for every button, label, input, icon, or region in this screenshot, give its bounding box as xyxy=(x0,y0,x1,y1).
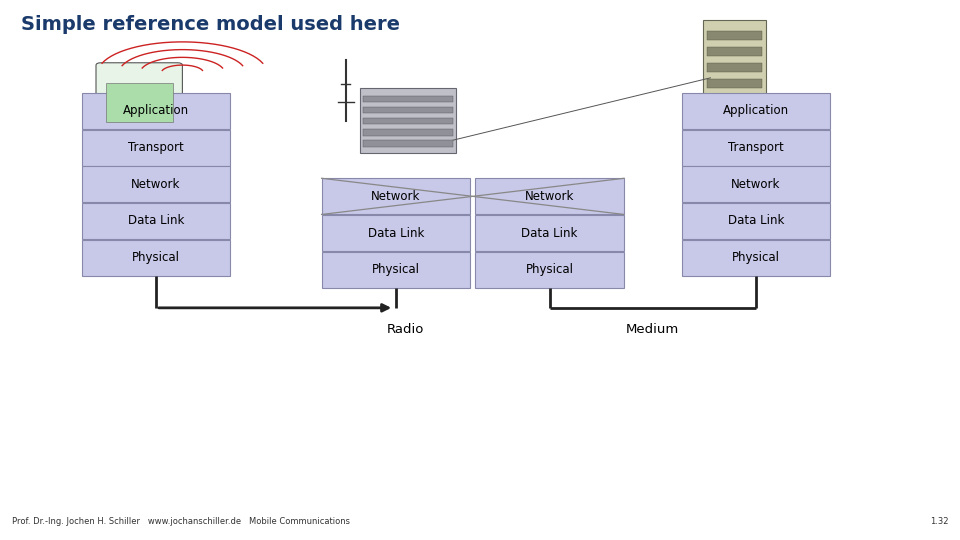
Bar xyxy=(82,166,230,202)
Text: Data Link: Data Link xyxy=(521,226,578,240)
Bar xyxy=(682,93,830,129)
Text: Physical: Physical xyxy=(526,263,574,276)
Bar xyxy=(682,203,830,239)
Text: Network: Network xyxy=(732,178,780,191)
Text: Application: Application xyxy=(123,104,189,118)
Bar xyxy=(363,118,453,124)
Bar xyxy=(82,93,230,129)
Text: Data Link: Data Link xyxy=(728,214,784,227)
Text: Physical: Physical xyxy=(132,251,180,264)
Bar xyxy=(82,240,230,276)
FancyBboxPatch shape xyxy=(96,63,182,138)
Text: Network: Network xyxy=(372,190,420,203)
Bar xyxy=(82,130,230,166)
Text: Physical: Physical xyxy=(372,263,420,276)
Text: Data Link: Data Link xyxy=(128,214,184,227)
Text: Transport: Transport xyxy=(128,141,184,154)
Bar xyxy=(82,203,230,239)
Text: Network: Network xyxy=(132,178,180,191)
Bar xyxy=(363,129,453,136)
Bar xyxy=(707,31,762,40)
Bar xyxy=(322,178,470,214)
Bar xyxy=(682,130,830,166)
Bar xyxy=(363,107,453,113)
Text: Application: Application xyxy=(723,104,789,118)
Bar xyxy=(322,252,470,288)
Bar xyxy=(707,79,762,89)
Bar xyxy=(475,252,624,288)
Text: Network: Network xyxy=(525,190,574,203)
Bar xyxy=(707,46,762,56)
Text: Data Link: Data Link xyxy=(368,226,424,240)
Text: Simple reference model used here: Simple reference model used here xyxy=(21,15,400,34)
Bar xyxy=(682,166,830,202)
Bar xyxy=(363,140,453,147)
Bar xyxy=(475,215,624,251)
Bar xyxy=(106,83,173,122)
Text: Transport: Transport xyxy=(728,141,784,154)
Text: Prof. Dr.-Ing. Jochen H. Schiller   www.jochanschiller.de   Mobile Communication: Prof. Dr.-Ing. Jochen H. Schiller www.jo… xyxy=(12,517,349,525)
Bar xyxy=(475,178,624,214)
Bar xyxy=(707,63,762,72)
Text: Radio: Radio xyxy=(387,323,424,336)
Bar xyxy=(682,240,830,276)
FancyBboxPatch shape xyxy=(360,88,456,153)
Text: Physical: Physical xyxy=(732,251,780,264)
Bar xyxy=(363,96,453,102)
Text: Medium: Medium xyxy=(626,323,680,336)
FancyBboxPatch shape xyxy=(703,20,766,100)
Bar xyxy=(322,215,470,251)
Text: 1.32: 1.32 xyxy=(930,517,948,525)
